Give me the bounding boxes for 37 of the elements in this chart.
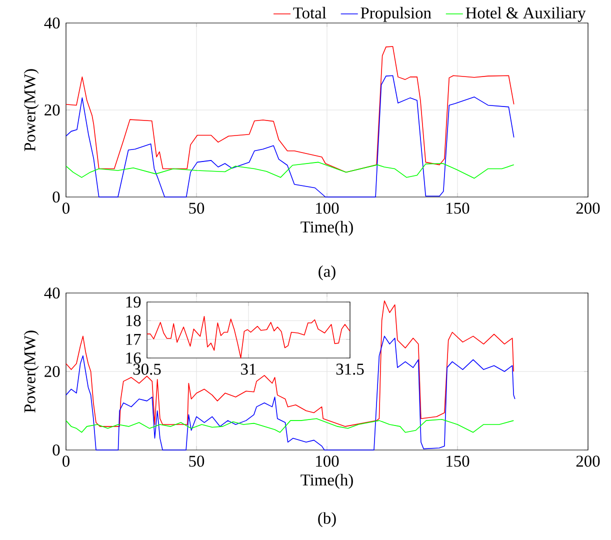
x-axis-title: Time(h) (300, 220, 353, 236)
x-tick-label: 0 (62, 202, 70, 214)
x-tick-label: 100 (316, 202, 339, 214)
legend-label: Propulsion (360, 6, 432, 22)
x-tick-label: 31.5 (336, 364, 364, 375)
line-series (66, 75, 514, 198)
x-axis-title: Time(h) (300, 474, 353, 489)
y-tick-label: 20 (44, 366, 60, 378)
legend-label: Total (293, 6, 326, 18)
x-tick-label: 200 (576, 202, 600, 214)
x-tick-label: 50 (189, 456, 204, 467)
line-series (66, 46, 514, 173)
x-tick-label: 100 (316, 456, 339, 467)
y-tick-label: 18 (126, 315, 141, 326)
x-tick-label: 150 (446, 456, 470, 467)
line-series (66, 336, 516, 450)
x-tick-label: 30.5 (133, 364, 161, 375)
y-tick-label: 40 (44, 17, 60, 29)
x-tick-label: 31 (241, 364, 256, 375)
x-tick-label: 50 (189, 202, 204, 214)
line-series (66, 162, 514, 179)
x-tick-label: 0 (62, 456, 70, 467)
legend-label: Hotel & Auxiliary (466, 6, 586, 22)
y-tick-label: 40 (44, 287, 60, 299)
y-tick-label: 0 (52, 444, 60, 456)
y-tick-label: 19 (126, 296, 141, 308)
text: (b) (318, 512, 336, 528)
y-axis-title: Power(MW) (24, 69, 39, 152)
y-tick-label: 17 (126, 334, 141, 345)
x-tick-label: 150 (446, 202, 470, 214)
y-tick-label: 16 (126, 352, 141, 364)
line-series (146, 316, 350, 358)
y-tick-label: 20 (44, 104, 60, 116)
x-tick-label: 200 (576, 456, 600, 467)
text: (a) (318, 265, 336, 280)
y-tick-label: 0 (52, 191, 60, 203)
y-axis-title: Power(MW) (24, 330, 39, 413)
